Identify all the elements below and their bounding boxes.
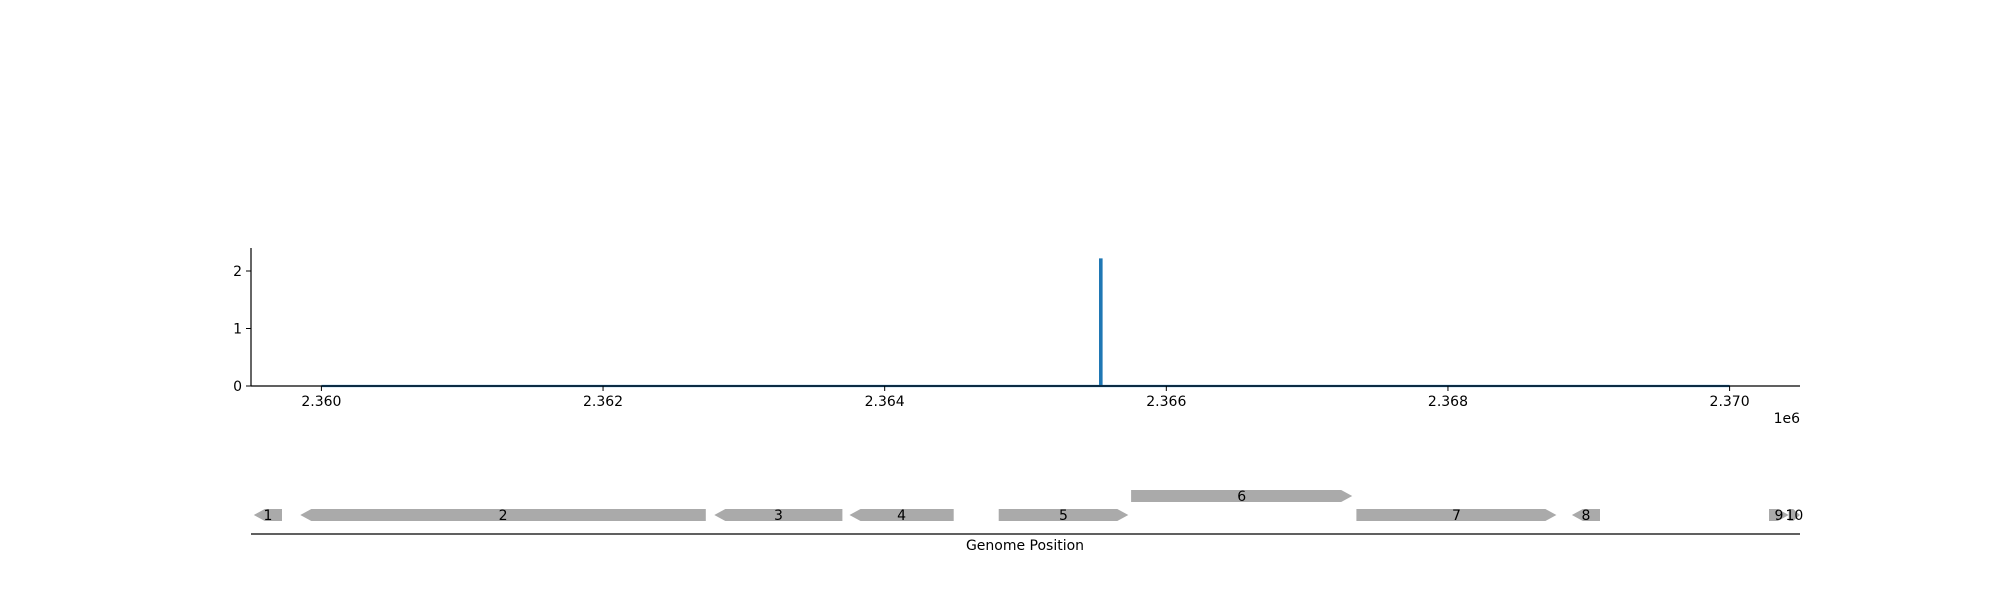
coverage-series	[321, 258, 1730, 388]
gene-feature-label: 10	[1785, 508, 1803, 524]
genome-position-label: Genome Position	[966, 538, 1084, 554]
gene-track: 1 2 3 4 5 6 7 8 9 10 Genome Position	[251, 489, 1803, 554]
gene-feature-label: 4	[897, 508, 906, 524]
gene-features: 1 2 3 4 5 6 7 8 9 10	[253, 489, 1803, 524]
x-tick-label: 2.362	[583, 394, 623, 410]
gene-feature	[849, 509, 954, 521]
gene-feature	[1131, 490, 1353, 502]
gene-feature-label: 1	[263, 508, 272, 524]
x-offset-label: 1e6	[1774, 411, 1801, 427]
gene-feature	[253, 509, 282, 521]
gene-feature	[1769, 509, 1789, 521]
y-ticks: 0 1 2	[233, 264, 251, 395]
x-tick-label: 2.370	[1710, 394, 1750, 410]
gene-feature-label: 5	[1059, 508, 1068, 524]
gene-feature-label: 3	[774, 508, 783, 524]
gene-feature-label: 9	[1774, 508, 1783, 524]
gene-feature	[300, 509, 706, 521]
x-tick-label: 2.360	[301, 394, 341, 410]
gene-feature	[1571, 509, 1600, 521]
y-tick-label: 1	[233, 322, 242, 338]
x-ticks: 2.360 2.362 2.364 2.366 2.368 2.370	[301, 386, 1750, 410]
x-tick-label: 2.366	[1146, 394, 1186, 410]
x-tick-label: 2.368	[1428, 394, 1468, 410]
gene-feature-label: 2	[499, 508, 508, 524]
coverage-plot: 2.360 2.362 2.364 2.366 2.368 2.370 0 1 2 1e6	[233, 248, 1800, 427]
coverage-line	[321, 258, 1730, 388]
gene-feature	[1788, 509, 1800, 521]
gene-feature-label: 6	[1237, 489, 1246, 505]
gene-feature	[1356, 509, 1557, 521]
gene-feature-label: 7	[1452, 508, 1461, 524]
gene-feature	[714, 509, 843, 521]
y-tick-label: 2	[233, 264, 242, 280]
x-tick-label: 2.364	[865, 394, 905, 410]
gene-feature-label: 8	[1582, 508, 1591, 524]
gene-feature	[998, 509, 1129, 521]
y-tick-label: 0	[233, 379, 242, 395]
